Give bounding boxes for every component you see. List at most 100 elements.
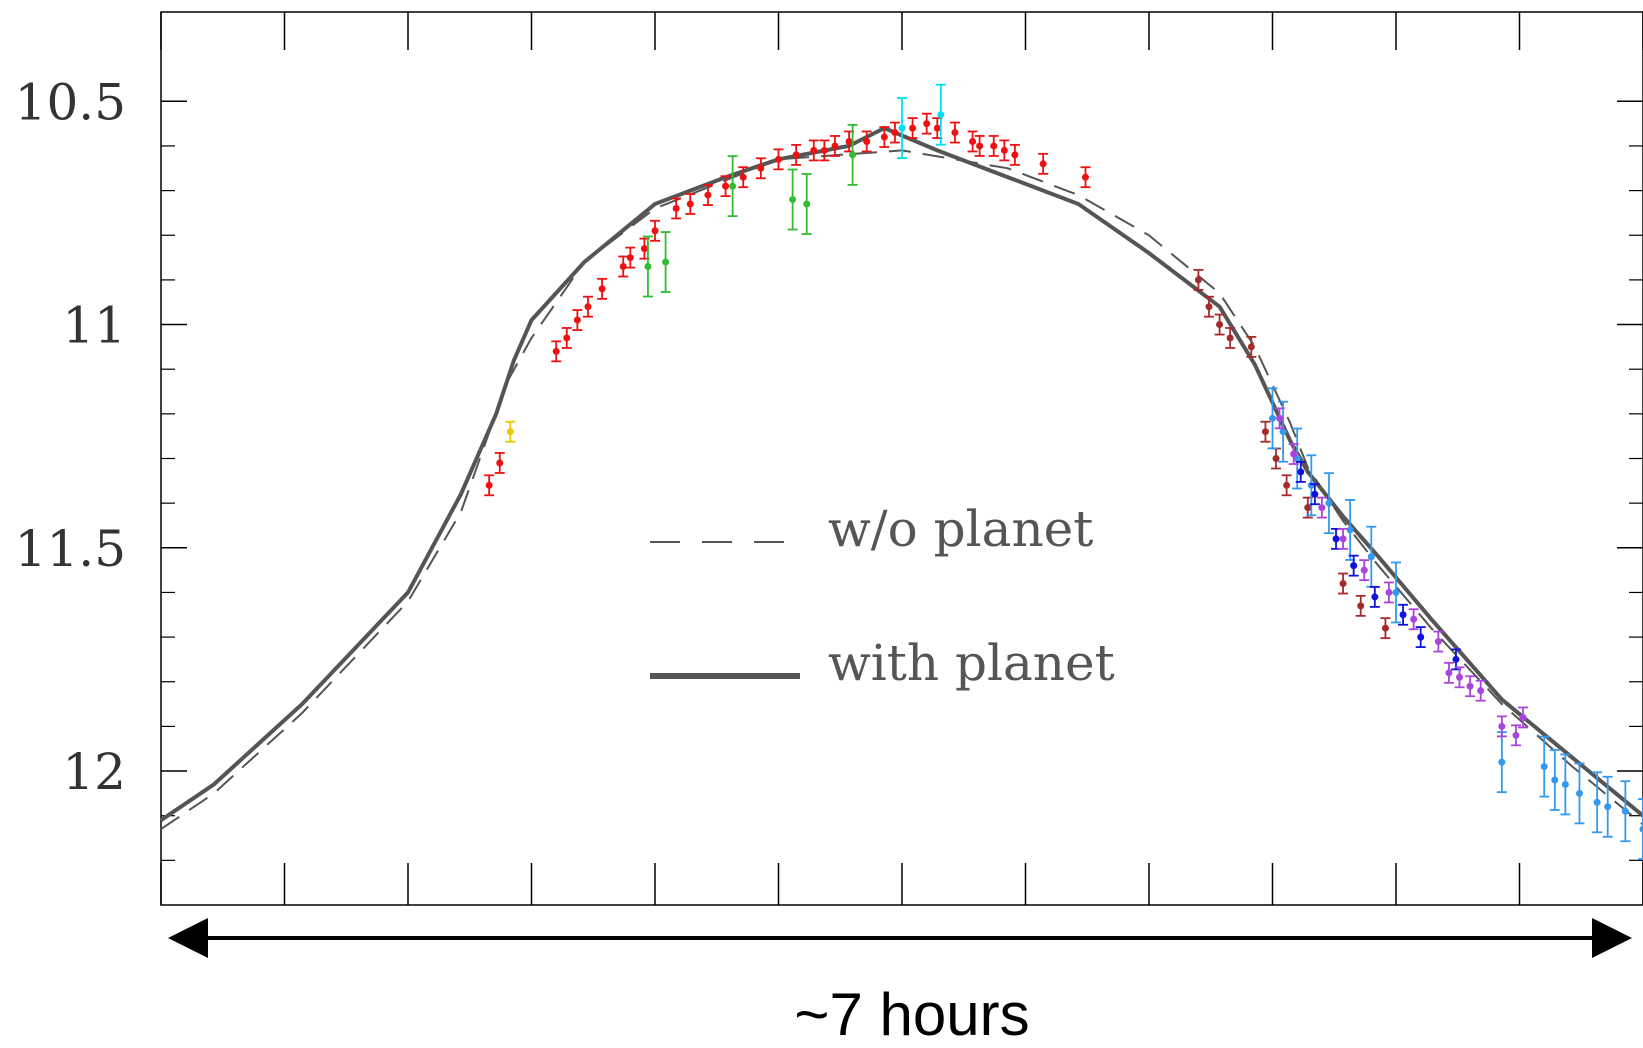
legend-label-without-planet: w/o planet (828, 500, 1093, 558)
data-point-red (485, 481, 493, 489)
data-point-red (976, 142, 984, 150)
data-point-purple (1466, 682, 1474, 690)
x-axis-ticks (160, 12, 1643, 905)
data-point-red (739, 173, 747, 181)
data-point-light-blue (1561, 780, 1569, 788)
data-point-red (831, 142, 839, 150)
data-point-red (640, 245, 648, 253)
data-point-brown (1381, 624, 1389, 632)
data-point-blue (1417, 633, 1425, 641)
data-point-brown (1216, 321, 1224, 329)
data-point-purple (1339, 535, 1347, 543)
data-point-red (573, 316, 581, 324)
y-tick-label: 11 (62, 297, 126, 355)
data-point-red (626, 254, 634, 262)
data-point-red (810, 146, 818, 154)
data-point-blue (1371, 593, 1379, 601)
data-point-light-blue (1346, 526, 1354, 534)
data-point-brown (1226, 334, 1234, 342)
data-point-red (923, 120, 931, 128)
data-point-red (775, 155, 782, 163)
data-point-green (803, 200, 811, 208)
y-tick-label: 12 (62, 743, 126, 801)
data-point-light-blue (1307, 481, 1315, 489)
data-point-blue (1332, 535, 1340, 543)
data-point-light-blue (1621, 807, 1629, 815)
data-point-purple (1498, 722, 1506, 730)
data-point-brown (1272, 455, 1280, 462)
data-point-light-blue (1325, 499, 1333, 507)
data-point-red (552, 347, 560, 355)
legend-label-with-planet: with planet (828, 634, 1115, 692)
data-point-blue (1399, 611, 1407, 619)
data-point-red (496, 459, 504, 467)
data-point-red (598, 285, 606, 293)
data-point-light-blue (1604, 803, 1612, 811)
y-tick-label: 11.5 (15, 520, 126, 578)
data-point-red (863, 137, 871, 145)
data-point-brown (1339, 580, 1347, 588)
data-point-red (969, 137, 977, 145)
data-point-purple (1519, 713, 1527, 721)
y-axis-tick-labels: 10.5 11 11.5 12 (15, 73, 126, 801)
data-point-purple (1318, 504, 1326, 512)
data-point-red (909, 124, 917, 132)
data-point-light-blue (1392, 588, 1400, 596)
data-point-cyan (898, 124, 906, 132)
y-axis-ticks (161, 100, 1643, 861)
data-point-blue (1452, 655, 1460, 663)
data-point-cyan (937, 111, 945, 119)
data-point-purple (1290, 450, 1298, 458)
data-point-red (651, 227, 659, 235)
data-point-light-blue (1279, 428, 1287, 436)
data-point-red (1039, 160, 1047, 168)
model-curves (159, 125, 1643, 830)
data-point-red (990, 142, 998, 150)
data-point-purple (1434, 638, 1442, 646)
data-point-red (1000, 146, 1008, 154)
data-point-red (672, 204, 680, 212)
data-point-green (849, 151, 857, 159)
data-point-red (757, 164, 765, 172)
legend: w/o planet with planet (650, 500, 1115, 692)
data-point-red (792, 151, 800, 159)
data-point-brown (1261, 428, 1269, 436)
data-point-purple (1477, 687, 1485, 695)
data-point-blue (1297, 468, 1305, 476)
data-point-red (584, 303, 592, 311)
data-point-green (729, 182, 737, 190)
data-point-red (619, 263, 627, 271)
data-point-purple (1276, 414, 1284, 422)
data-point-light-blue (1540, 763, 1548, 771)
data-point-purple (1360, 566, 1368, 574)
data-point-light-blue (1593, 798, 1601, 806)
data-point-red (880, 133, 888, 141)
model-curve-without-planet (160, 149, 1643, 830)
data-point-green (662, 258, 670, 266)
data-point-light-blue (1639, 825, 1643, 833)
model-curve-with-planet (159, 125, 1643, 822)
data-point-light-blue (1575, 789, 1583, 797)
data-point-brown (1194, 276, 1202, 284)
data-point-green (644, 263, 652, 271)
data-point-green (789, 196, 797, 204)
data-point-red (722, 182, 730, 190)
data-point-red (563, 334, 571, 342)
data-point-red (933, 124, 941, 132)
data-point-red (820, 146, 828, 154)
data-point-light-blue (1269, 414, 1276, 422)
data-point-red (845, 137, 853, 145)
data-point-red (1011, 151, 1019, 159)
data-point-red (704, 191, 712, 199)
data-point-brown (1205, 303, 1213, 311)
data-point-blue (1311, 490, 1319, 498)
data-point-purple (1512, 731, 1520, 739)
data-point-light-blue (1498, 758, 1506, 766)
data-point-red (1081, 173, 1089, 181)
data-point-brown (1283, 481, 1291, 489)
data-point-light-blue (1551, 776, 1559, 784)
data-point-brown (1357, 602, 1365, 610)
data-point-red (686, 200, 694, 208)
data-point-red (951, 129, 959, 137)
data-point-red (891, 129, 899, 137)
